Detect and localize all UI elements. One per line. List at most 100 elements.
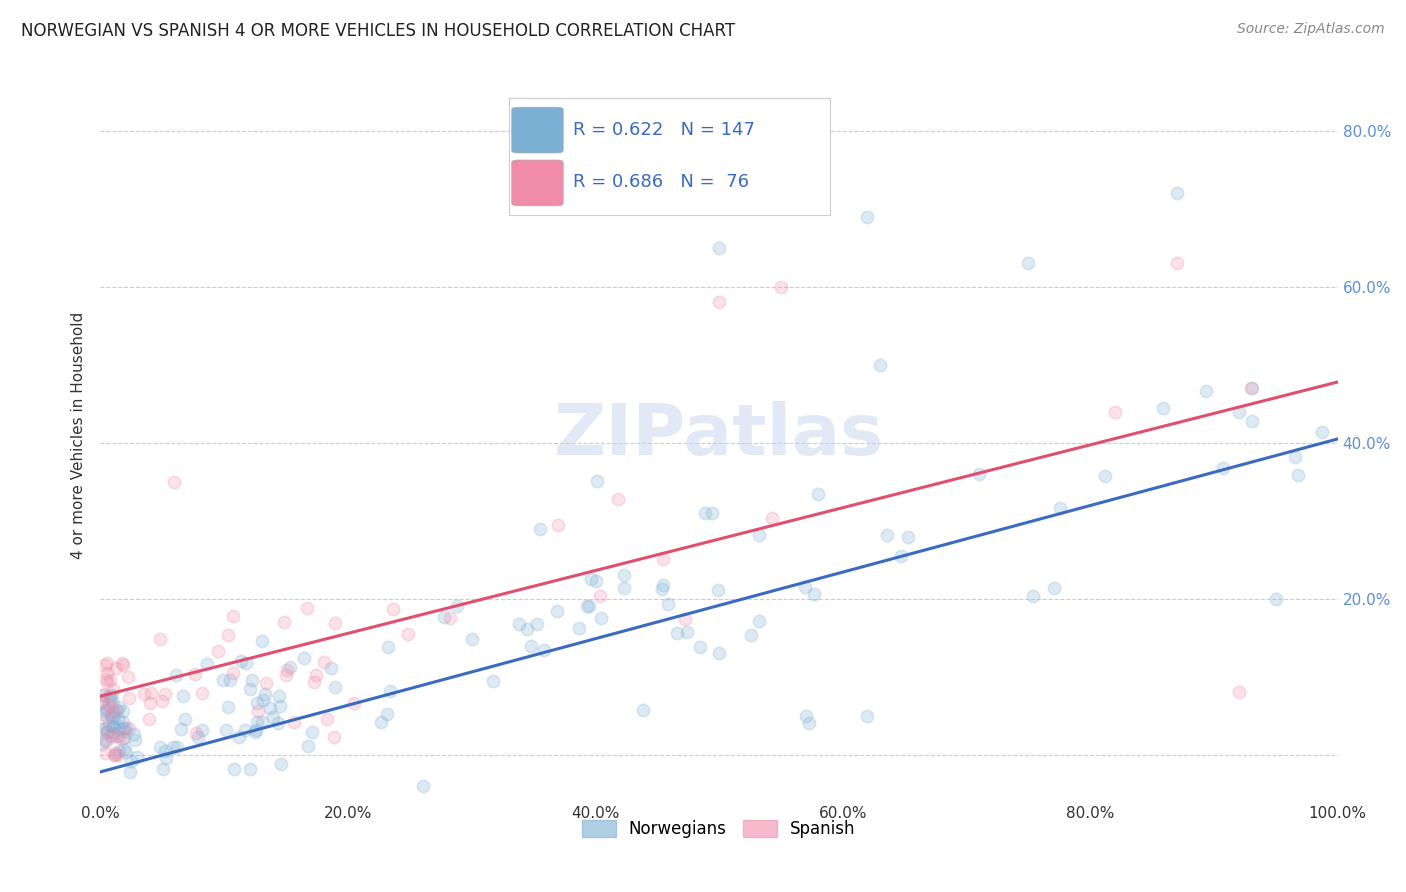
Point [195,657,218,671]
Point [377,640,399,654]
Point [108,729,131,743]
Point [112,742,135,756]
Point [1240,381,1263,395]
Point [673,612,696,626]
Point [243,724,266,739]
Point [91,694,114,708]
Point [276,663,298,677]
Point [607,491,630,506]
Point [693,506,716,520]
Point [578,599,600,613]
Point [101,695,124,709]
Point [1104,404,1126,418]
Point [292,651,315,665]
Point [153,744,176,758]
Point [707,582,730,597]
Point [1212,461,1234,475]
Point [876,527,898,541]
Point [295,601,318,615]
Point [96,674,118,689]
Point [120,754,142,768]
Point [508,617,530,632]
Point [262,710,284,724]
Point [101,688,124,702]
Point [111,657,134,672]
Point [101,730,124,744]
Point [101,725,124,739]
Point [1017,256,1039,270]
Point [212,673,235,687]
Point [748,527,770,541]
Point [98,691,121,706]
Point [90,706,112,721]
Point [301,724,323,739]
Point [103,714,125,729]
Point [187,730,209,744]
Point [1094,469,1116,483]
Point [278,660,301,674]
Point [229,654,252,668]
Point [319,660,342,674]
Point [96,701,118,715]
Point [250,715,273,730]
Point [184,666,207,681]
Point [172,689,194,703]
Point [111,704,134,718]
Point [139,696,162,710]
Point [90,737,112,751]
Point [93,688,115,702]
Point [96,710,118,724]
Point [869,358,891,372]
Point [529,522,551,536]
Point [98,689,121,703]
Point [247,705,270,719]
Point [666,626,689,640]
Point [375,706,398,721]
Point [108,699,131,714]
Point [312,656,335,670]
Point [239,762,262,776]
Point [252,693,274,707]
Point [149,740,172,755]
Point [1153,401,1175,415]
Point [482,673,505,688]
Point [162,740,184,755]
Point [315,712,337,726]
Point [797,716,820,731]
Point [254,687,277,701]
Point [897,530,920,544]
Point [254,676,277,690]
Point [446,599,468,614]
Point [100,673,122,687]
Point [769,280,792,294]
Point [111,722,134,736]
Point [343,696,366,710]
Point [233,723,256,737]
Point [1049,500,1071,515]
Point [115,721,138,735]
Point [96,723,118,738]
Point [103,719,125,733]
Point [105,729,128,743]
Point [586,475,609,489]
Point [568,622,591,636]
Point [651,551,673,566]
Point [546,604,568,618]
Point [633,703,655,717]
Point [579,572,602,586]
Point [1227,685,1250,699]
Point [96,724,118,739]
Point [589,611,612,625]
Point [1284,450,1306,465]
Point [91,696,114,710]
Point [224,762,246,776]
Point [370,714,392,729]
Point [1227,404,1250,418]
Point [163,475,186,489]
Point [460,632,482,647]
Point [90,722,112,736]
Point [152,762,174,776]
Point [101,705,124,719]
Point [856,708,879,723]
Text: NORWEGIAN VS SPANISH 4 OR MORE VEHICLES IN HOUSEHOLD CORRELATION CHART: NORWEGIAN VS SPANISH 4 OR MORE VEHICLES … [21,22,735,40]
